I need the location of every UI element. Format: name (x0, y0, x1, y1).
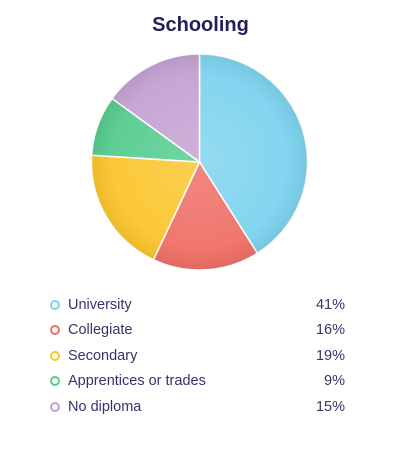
legend-item-university: University 41% (50, 292, 345, 318)
legend-value-collegiate: 16% (315, 322, 345, 339)
legend-marker-apprentices-or-trades (50, 376, 60, 387)
legend-item-secondary: Secondary 19% (50, 343, 345, 369)
legend-label-collegiate: Collegiate (68, 322, 133, 339)
legend-marker-secondary (50, 350, 60, 361)
legend-item-collegiate: Collegiate 16% (50, 318, 345, 344)
legend-value-apprentices-or-trades: 9% (324, 373, 345, 390)
legend-item-no-diploma: No diploma 15% (50, 394, 345, 420)
chart-title: Schooling (152, 14, 249, 36)
legend-label-secondary: Secondary (68, 347, 138, 364)
legend: University 41% Collegiate 16% Secondary 19% Ap… (50, 292, 345, 420)
legend-marker-university (50, 299, 60, 310)
legend-label-apprentices-or-trades: Apprentices or trades (68, 373, 206, 390)
legend-value-university: 41% (315, 296, 345, 313)
legend-value-secondary: 19% (315, 347, 345, 364)
legend-label-no-diploma: No diploma (68, 398, 142, 415)
legend-label-university: University (68, 296, 132, 313)
legend-marker-collegiate (50, 325, 60, 336)
pie-chart (90, 53, 309, 271)
legend-item-apprentices-or-trades: Apprentices or trades 9% (50, 369, 345, 395)
legend-value-no-diploma: 15% (315, 398, 345, 415)
legend-marker-no-diploma (50, 401, 60, 412)
